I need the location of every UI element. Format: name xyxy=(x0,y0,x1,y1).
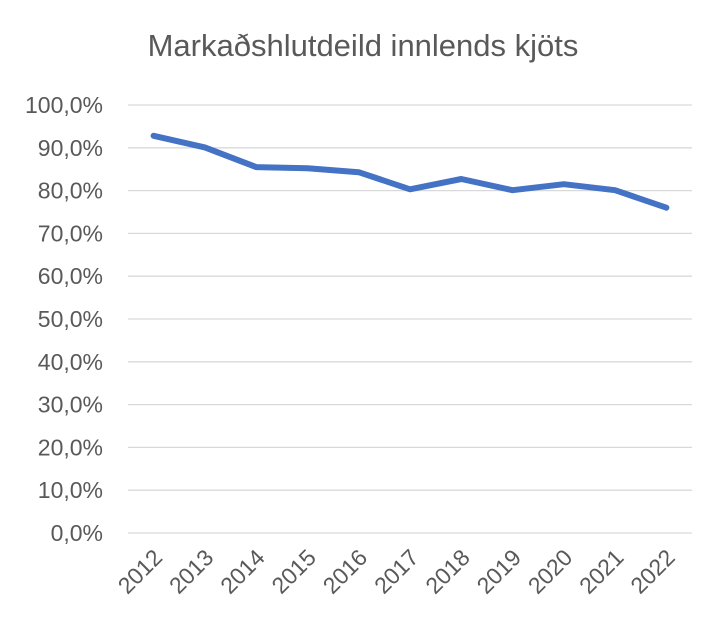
y-tick-label: 100,0% xyxy=(25,92,103,118)
y-tick-label: 40,0% xyxy=(38,349,103,375)
y-tick-label: 90,0% xyxy=(38,135,103,161)
x-tick-label: 2019 xyxy=(472,544,527,599)
x-tick-label: 2014 xyxy=(215,544,270,599)
series-line xyxy=(150,132,670,211)
gridlines xyxy=(128,104,692,534)
y-tick-label: 70,0% xyxy=(38,220,103,246)
series-layer xyxy=(150,132,670,211)
y-tick-label: 60,0% xyxy=(38,263,103,289)
y-tick-label: 10,0% xyxy=(38,477,103,503)
x-axis-tick-labels: 2012201320142015201620172018201920202021… xyxy=(113,544,680,599)
y-tick-label: 50,0% xyxy=(38,306,103,332)
x-tick-label: 2012 xyxy=(113,544,168,599)
chart-title: Markaðshlutdeild innlends kjöts xyxy=(148,28,579,63)
x-tick-label: 2022 xyxy=(625,544,680,599)
x-tick-label: 2013 xyxy=(164,544,219,599)
y-tick-label: 80,0% xyxy=(38,178,103,204)
y-axis-tick-labels: 0,0% 10,0% 20,0% 30,0% 40,0% 50,0% 60,0% 70,0% 8… xyxy=(25,92,103,546)
x-tick-label: 2021 xyxy=(574,544,629,599)
x-tick-label: 2020 xyxy=(523,544,578,599)
x-tick-label: 2017 xyxy=(369,544,424,599)
x-tick-label: 2016 xyxy=(318,544,373,599)
y-tick-label: 0,0% xyxy=(51,520,103,546)
x-tick-label: 2018 xyxy=(420,544,475,599)
x-tick-label: 2015 xyxy=(266,544,321,599)
y-tick-label: 30,0% xyxy=(38,392,103,418)
y-tick-label: 20,0% xyxy=(38,434,103,460)
